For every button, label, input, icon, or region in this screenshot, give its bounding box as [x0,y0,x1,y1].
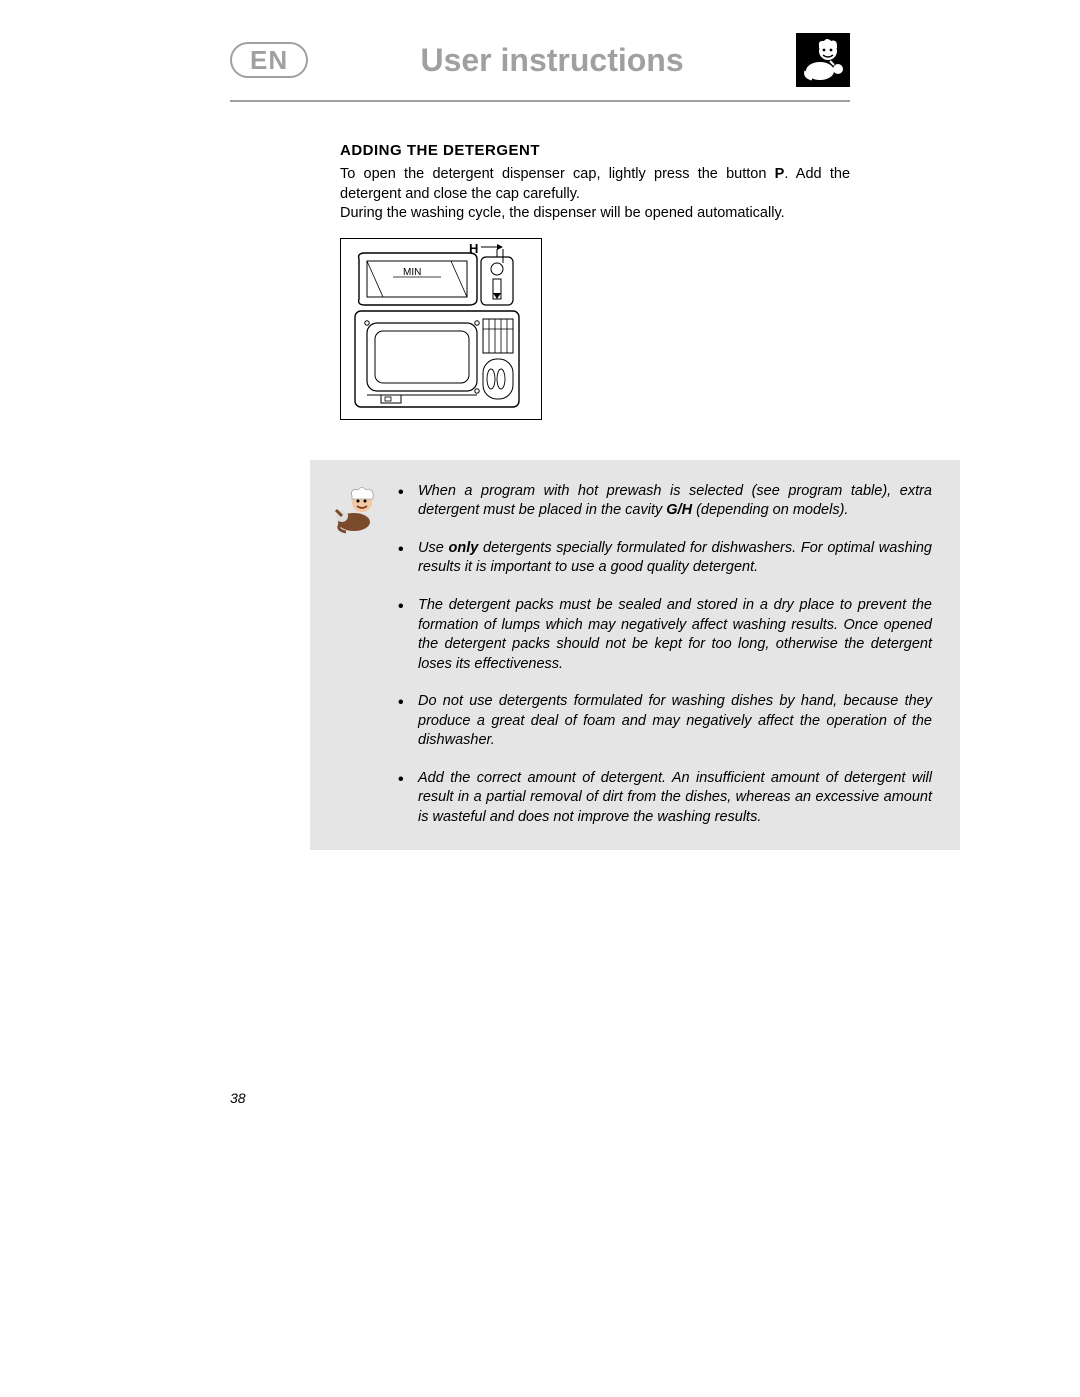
paragraph-1: To open the detergent dispenser cap, lig… [340,165,850,204]
notes-mascot-icon [332,486,380,534]
page-title: User instructions [308,42,796,79]
note2-post: detergents specially formulated for dish… [418,540,932,576]
main-body: ADDING THE DETERGENT To open the deterge… [340,142,850,850]
header-divider [230,100,850,102]
note4-text: Do not use detergents formulated for was… [418,693,932,748]
notes-panel: When a program with hot prewash is selec… [310,460,960,850]
note-item-5: Add the correct amount of detergent. An … [392,769,932,828]
brand-logo [796,33,850,87]
chef-mascot-icon [800,37,846,83]
note1-post: (depending on models). [692,502,848,518]
note2-pre: Use [418,540,449,556]
detergent-diagram: H MIN [340,238,542,420]
note-item-4: Do not use detergents formulated for was… [392,692,932,751]
paragraph-2: During the washing cycle, the dispenser … [340,204,850,224]
section-heading: ADDING THE DETERGENT [340,142,850,159]
page-number: 38 [230,1090,246,1106]
dispenser-diagram-icon: H MIN [341,239,541,419]
note2-bold: only [449,540,479,556]
note-item-1: When a program with hot prewash is selec… [392,482,932,521]
content-frame: EN User instructions ADDING TH [230,30,850,850]
para1-pre: To open the detergent dispenser cap, lig… [340,166,775,182]
note5-text: Add the correct amount of detergent. An … [418,770,932,825]
header-row: EN User instructions [230,30,850,90]
notes-list-column: When a program with hot prewash is selec… [392,482,932,828]
para1-bold: P [775,166,785,182]
note1-bold: G/H [666,502,692,518]
note-item-3: The detergent packs must be sealed and s… [392,596,932,674]
note-item-2: Use only detergents specially formulated… [392,539,932,578]
note3-text: The detergent packs must be sealed and s… [418,597,932,672]
notes-icon-column [332,482,392,828]
diagram-label-min: MIN [403,267,421,278]
page-container: EN User instructions ADDING TH [0,0,1080,1397]
notes-list: When a program with hot prewash is selec… [392,482,932,828]
language-pill: EN [230,42,308,79]
